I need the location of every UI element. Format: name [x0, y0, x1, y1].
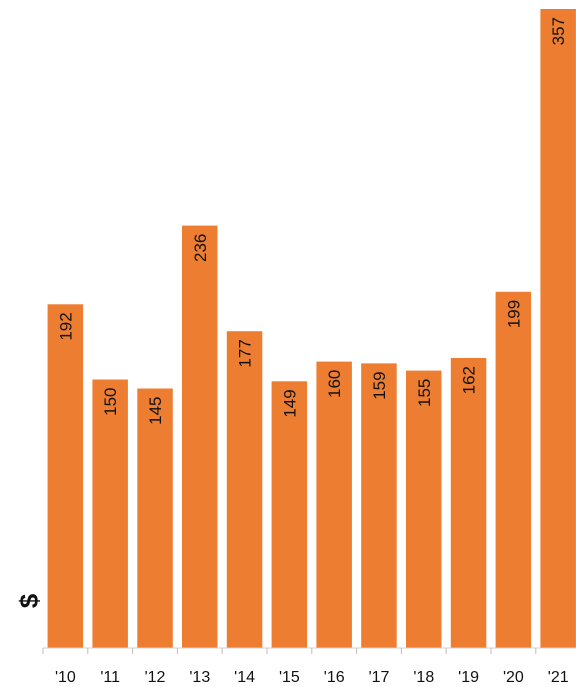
data-label-1: 150 — [101, 388, 120, 416]
x-tick-label-10: '20 — [503, 669, 524, 686]
bar-6 — [316, 361, 352, 648]
x-tick-label-11: '21 — [548, 669, 569, 686]
data-label-8: 155 — [415, 379, 434, 407]
x-tick-label-9: '19 — [458, 669, 479, 686]
data-label-10: 199 — [504, 300, 523, 328]
x-ticks-group — [42, 648, 537, 654]
x-tick-label-6: '16 — [324, 669, 345, 686]
bar-11 — [540, 9, 576, 648]
bar-2 — [137, 388, 173, 648]
bar-0 — [47, 304, 84, 648]
x-tick-label-2: '12 — [145, 669, 166, 686]
bar-3 — [182, 225, 218, 648]
data-labels-group: 192 150 145 236 177 149 160 159 155 162 199 357 — [56, 17, 568, 425]
y-axis-label: $ — [14, 593, 44, 608]
bar-8 — [406, 370, 442, 648]
data-label-5: 149 — [280, 389, 299, 417]
x-tick-label-3: '13 — [189, 669, 210, 686]
data-label-11: 357 — [549, 17, 568, 45]
bar-1 — [92, 379, 128, 648]
x-tick-label-5: '15 — [279, 669, 300, 686]
data-label-2: 145 — [146, 397, 165, 425]
x-tick-label-1: '11 — [100, 669, 120, 686]
x-tick-labels-group: '10 '11 '12 '13 '14 '15 '16 '17 '18 '19 '20 '21 — [55, 669, 569, 686]
x-tick-label-8: '18 — [413, 669, 434, 686]
x-tick-label-0: '10 — [55, 669, 76, 686]
bar-10 — [495, 291, 532, 648]
bar-7 — [361, 363, 397, 648]
data-label-3: 236 — [191, 234, 210, 262]
data-label-6: 160 — [325, 370, 344, 398]
x-tick-label-4: '14 — [234, 669, 255, 686]
x-tick-label-7: '17 — [369, 669, 390, 686]
data-label-9: 162 — [460, 366, 479, 394]
bar-4 — [226, 331, 263, 648]
bar-5 — [271, 381, 308, 648]
bars-group — [47, 9, 576, 648]
data-label-0: 192 — [56, 312, 75, 340]
data-label-4: 177 — [236, 339, 255, 367]
data-label-7: 159 — [370, 371, 389, 399]
bar-9 — [450, 358, 487, 648]
